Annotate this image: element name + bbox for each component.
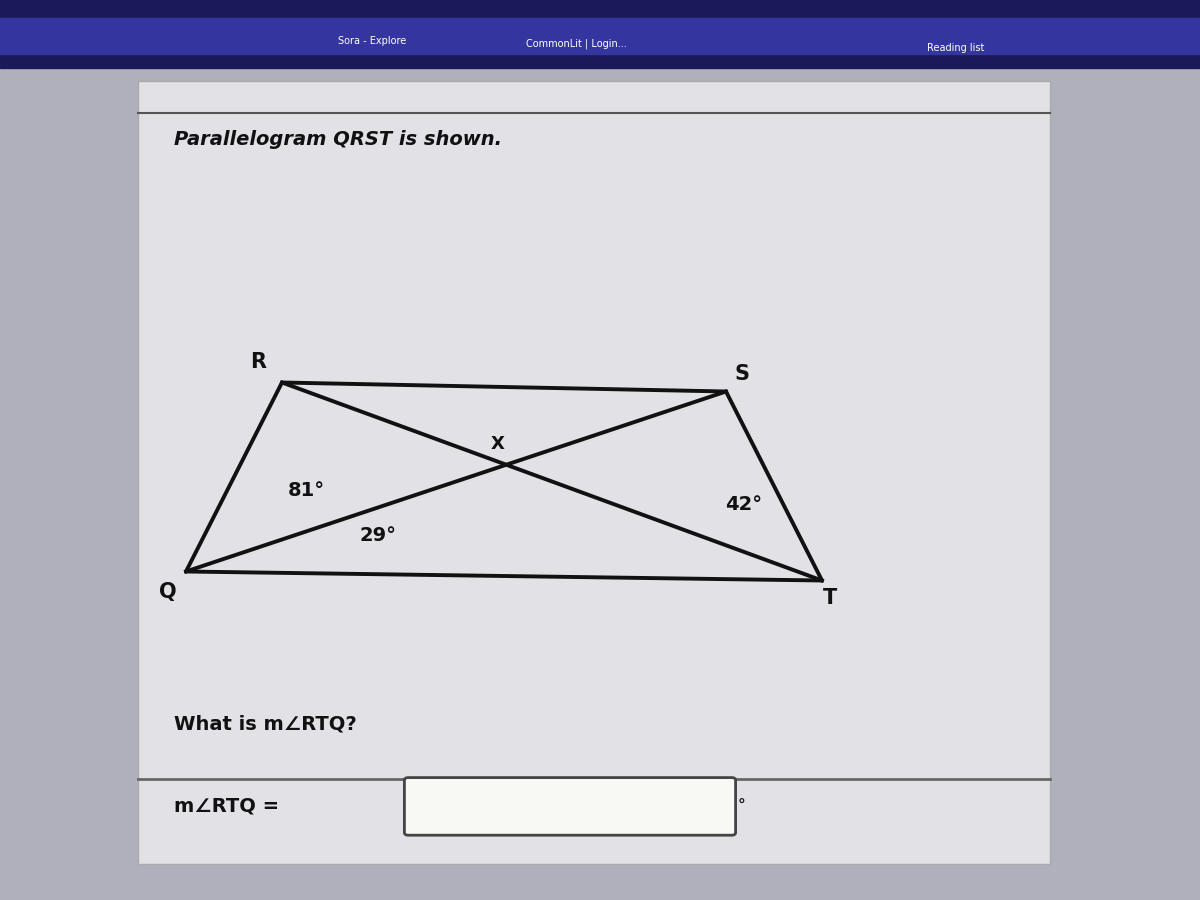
Text: T: T	[823, 589, 838, 608]
Text: What is m∠RTQ?: What is m∠RTQ?	[174, 715, 356, 734]
Text: Parallelogram QRST is shown.: Parallelogram QRST is shown.	[174, 130, 502, 149]
FancyBboxPatch shape	[404, 778, 736, 835]
Text: 81°: 81°	[288, 481, 324, 500]
Text: Sora - Explore: Sora - Explore	[338, 35, 406, 46]
Text: R: R	[250, 352, 266, 372]
Bar	[138, 81, 1050, 864]
Text: X: X	[491, 435, 505, 453]
Text: S: S	[734, 364, 749, 383]
Text: °: °	[738, 799, 745, 814]
Bar	[0, 0, 1200, 68]
Bar	[0, 18, 1200, 54]
Text: CommonLit | Login...: CommonLit | Login...	[526, 39, 626, 50]
Text: m∠RTQ =: m∠RTQ =	[174, 796, 280, 815]
Text: 29°: 29°	[360, 526, 396, 545]
Text: Reading list: Reading list	[926, 42, 984, 53]
Text: Q: Q	[160, 582, 176, 602]
Text: 42°: 42°	[726, 494, 762, 514]
